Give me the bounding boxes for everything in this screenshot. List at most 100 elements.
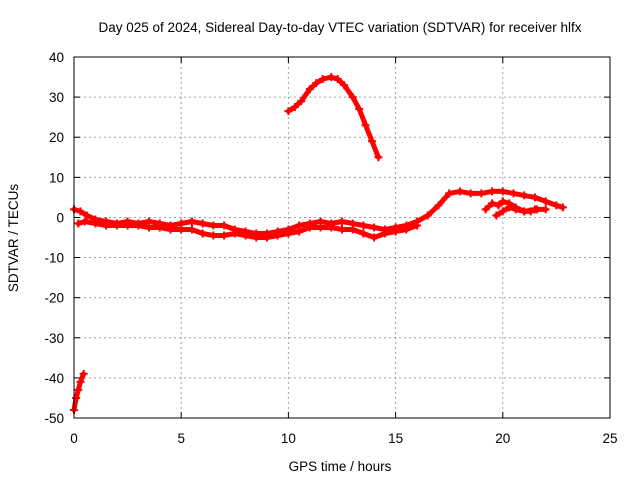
data-point [155,223,164,232]
data-point [290,103,299,112]
data-point [123,221,132,230]
data-point [284,107,293,116]
data-point [355,105,364,114]
data-point [305,85,314,94]
data-point [252,233,261,242]
data-point [241,231,250,240]
data-point [423,211,432,220]
data-point [370,223,379,232]
data-point [374,153,383,162]
x-axis-label: GPS time / hours [289,459,392,474]
data-point [198,219,207,228]
y-tick-label: 20 [49,130,64,145]
data-point [187,225,196,234]
data-point [74,219,83,228]
data-point [533,205,542,214]
data-point [273,231,282,240]
data-point [295,227,304,236]
data-point [305,223,314,232]
data-point [316,223,325,232]
data-point [520,191,529,200]
data-point [338,225,346,234]
data-point [112,221,121,230]
data-point [505,203,514,212]
data-point [498,187,507,196]
series-line [285,74,381,160]
data-point [74,385,83,394]
data-point [391,227,400,236]
data-point [134,221,143,230]
data-point [477,189,486,198]
data-point [530,193,539,202]
data-point [498,197,507,206]
data-point [445,189,454,198]
data-point [340,81,349,90]
data-point [361,121,370,130]
x-tick-label: 5 [177,431,185,446]
data-point [526,207,535,216]
series-peak-arc [284,73,383,162]
y-tick-label: -50 [44,411,64,426]
y-axis-label: SDTVAR / TECUs [6,184,21,293]
data-point [348,93,357,102]
x-tick-label: 0 [70,431,78,446]
data-point [368,137,377,146]
x-tick-label: 15 [388,431,403,446]
series-late-dip [492,203,542,220]
data-point [198,229,207,238]
x-tick-label: 25 [602,431,617,446]
data-point [327,73,336,82]
data-point [220,231,229,240]
plot-frame [73,56,611,419]
data-point [541,205,550,214]
data-point [402,225,411,234]
data-point [494,201,503,210]
data-point [220,221,229,230]
data-point [79,369,88,378]
data-point [327,223,336,232]
data-point [312,79,321,88]
plot-points [70,73,567,414]
data-point [177,225,186,234]
data-point [348,225,357,234]
x-tick-label: 10 [281,431,296,446]
data-point [511,205,520,214]
data-point [76,377,85,386]
data-point [80,217,89,226]
y-tick-label: 0 [56,210,64,225]
data-point [552,201,561,210]
y-tick-label: -10 [44,251,64,266]
data-point [509,189,518,198]
data-point [488,187,497,196]
tick-labels: 0 5 10 15 20 25 -50 -40 -30 -20 -10 0 10 20 30 40 [44,50,617,446]
data-point [498,207,507,216]
data-point [91,219,100,228]
data-point [82,211,91,220]
data-point [359,221,368,230]
data-point [380,229,389,238]
data-point [488,199,497,208]
y-tick-label: -40 [44,371,64,386]
data-point [72,393,81,402]
x-tick-label: 20 [495,431,510,446]
data-point [434,201,443,210]
y-tick-label: 30 [49,90,64,105]
data-point [359,229,368,238]
data-point [558,203,567,212]
data-point [102,221,111,230]
axis-ticks [73,56,611,419]
data-point [481,205,490,214]
data-point [187,217,196,226]
data-point [455,187,464,196]
y-tick-label: -20 [44,291,64,306]
data-point [413,221,422,230]
data-point [145,223,154,232]
data-point [76,207,85,216]
data-point [209,221,218,230]
series-early-drop [70,369,88,414]
series-main-track-lower [74,217,422,242]
data-point [166,225,175,234]
y-tick-label: 40 [49,50,64,65]
grid [74,57,610,418]
